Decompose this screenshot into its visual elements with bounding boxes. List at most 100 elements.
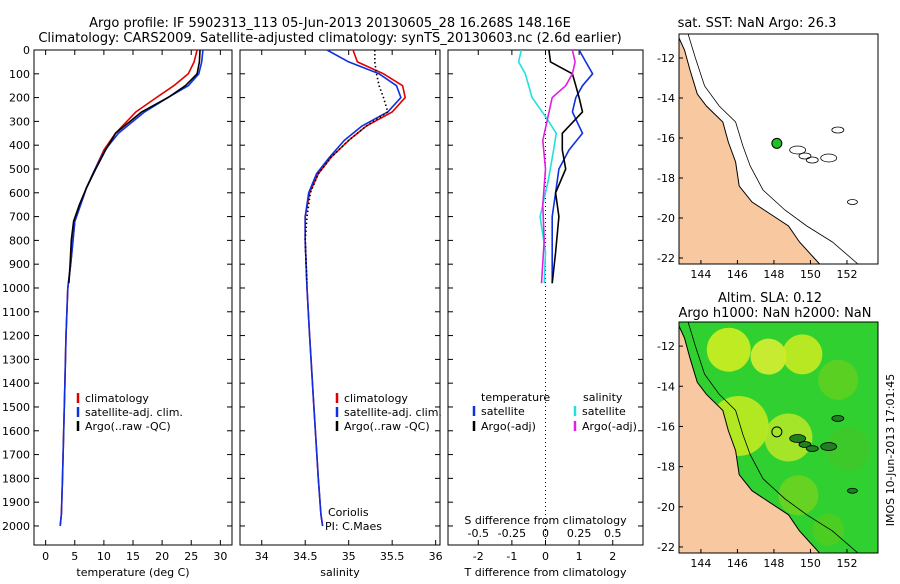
x-tick-label: 5 [71, 550, 78, 563]
y-tick-label: 700 [9, 211, 30, 224]
sla-map-title-line2: Argo h1000: NaN h2000: NaN [679, 306, 872, 321]
map-x-tick-label: 148 [763, 557, 784, 570]
x-tick-label: 20 [155, 550, 169, 563]
temperature-panel: 0 5 10 15 20 25 30 temperature (deg C) 0 100 200 30… [2, 44, 233, 579]
difference-panel: -2 -1 0 1 2 T difference from climatology -0.5… [447, 49, 644, 579]
y-tick-label: 800 [9, 234, 30, 247]
legend-t-satellite-label: satellite [481, 405, 525, 418]
argo-location-marker [771, 137, 783, 149]
land-australia [679, 325, 821, 553]
s-tick-label: 0.5 [604, 527, 622, 540]
x-tick-label: 15 [126, 550, 140, 563]
reef-outline [847, 199, 858, 205]
map-x-tick-label: 148 [763, 268, 784, 281]
y-tick-label: 300 [9, 115, 30, 128]
legend-t-argo-label: Argo(-adj) [481, 420, 536, 433]
x-tick-label: 34.5 [293, 550, 318, 563]
s-tick-label: 0 [542, 527, 549, 540]
sla-map-title-line1: Altim. SLA: 0.12 [718, 291, 822, 306]
x-tick-label: 34 [255, 550, 269, 563]
satellite-adj-line [304, 49, 402, 527]
reef-outline [820, 153, 838, 163]
y-tick-label: 1800 [2, 472, 30, 485]
reef-outline [847, 487, 858, 494]
x-axis-label: salinity [320, 566, 360, 579]
y-tick-label: 1600 [2, 425, 30, 438]
imos-side-label: IMOS 10-Jun-2013 17:01:45 [884, 374, 897, 527]
y-tick-label: 0 [23, 44, 30, 57]
x-tick-label: -1 [506, 550, 517, 563]
map-y-tick-label: -22 [657, 252, 675, 265]
salinity-panel: 34 34.5 35 35.5 36 salinity climatologysatelli… [239, 49, 443, 579]
x-tick-label: 35.5 [380, 550, 405, 563]
reef-outline [789, 145, 807, 155]
pi-label: PI: C.Maes [325, 520, 382, 533]
map-y-tick-label: -18 [657, 172, 675, 185]
y-tick-label: 500 [9, 163, 30, 176]
s-tick-label: -0.25 [498, 527, 526, 540]
x-tick-label: 0 [542, 550, 549, 563]
land-australia [679, 37, 821, 264]
reef-outline [798, 152, 812, 160]
sla-map: 144 146 148 150 152 -12 -14 -16 -18 -20 -22 [657, 321, 879, 570]
map-y-tick-label: -12 [657, 340, 675, 353]
reef-outline [831, 126, 845, 134]
map-y-tick-label: -18 [657, 461, 675, 474]
legend-s-argo-label: Argo(-adj) [582, 420, 637, 433]
y-tick-label: 1100 [2, 306, 30, 319]
x-tick-label: 35 [342, 550, 356, 563]
s-tick-label: 0.25 [567, 527, 592, 540]
x-tick-label: 10 [97, 550, 111, 563]
map-frame [678, 33, 879, 265]
y-tick-label: 1400 [2, 377, 30, 390]
x-axis-label: T difference from climatology [464, 566, 627, 579]
map-x-tick-label: 150 [800, 268, 821, 281]
reef-outline [789, 434, 807, 443]
salinity-argo-line [540, 49, 576, 284]
y-tick-label: 400 [9, 139, 30, 152]
reef-outline [820, 442, 838, 451]
panel-frame [33, 49, 233, 546]
data-centre-label: Coriolis [328, 506, 369, 519]
sla-patch [764, 413, 813, 462]
map-y-tick-label: -14 [657, 92, 675, 105]
map-y-tick-label: -16 [657, 132, 675, 145]
legend-s-satellite-label: satellite [582, 405, 626, 418]
argo-line [304, 50, 389, 284]
map-x-tick-label: 144 [690, 557, 711, 570]
sla-patch [778, 475, 819, 516]
map-x-tick-label: 152 [836, 268, 857, 281]
map-content [679, 34, 878, 264]
reef-outline [805, 156, 819, 164]
sla-patch [826, 427, 871, 472]
sla-patch [706, 327, 751, 372]
panel-frame [239, 49, 441, 546]
depth-contour [687, 322, 859, 553]
map-x-tick-label: 144 [690, 268, 711, 281]
y-tick-label: 1300 [2, 353, 30, 366]
y-tick-label: 1000 [2, 282, 30, 295]
map-frame [678, 321, 879, 554]
x-tick-label: 0 [42, 550, 49, 563]
climatology-line [304, 49, 407, 527]
sla-patch [812, 513, 845, 546]
temperature-satellite-line [551, 49, 594, 284]
legend-satellite-adj-label: satellite-adj. clim. [344, 406, 442, 419]
s-tick-label: -0.5 [468, 527, 489, 540]
map-y-tick-label: -22 [657, 541, 675, 554]
y-tick-label: 100 [9, 68, 30, 81]
y-tick-label: 1500 [2, 401, 30, 414]
map-y-tick-label: -20 [657, 212, 675, 225]
map-x-tick-label: 146 [727, 268, 748, 281]
map-y-tick-label: -16 [657, 420, 675, 433]
depth-contour [687, 34, 859, 264]
sla-patch [750, 338, 787, 375]
map-content [679, 322, 878, 553]
s-axis-label: S difference from climatology [464, 514, 627, 527]
y-tick-label: 200 [9, 92, 30, 105]
reef-outline [831, 415, 845, 422]
argo-line [68, 49, 201, 284]
figure-title-line1: Argo profile: IF 5902313_113 05-Jun-2013… [89, 16, 571, 31]
